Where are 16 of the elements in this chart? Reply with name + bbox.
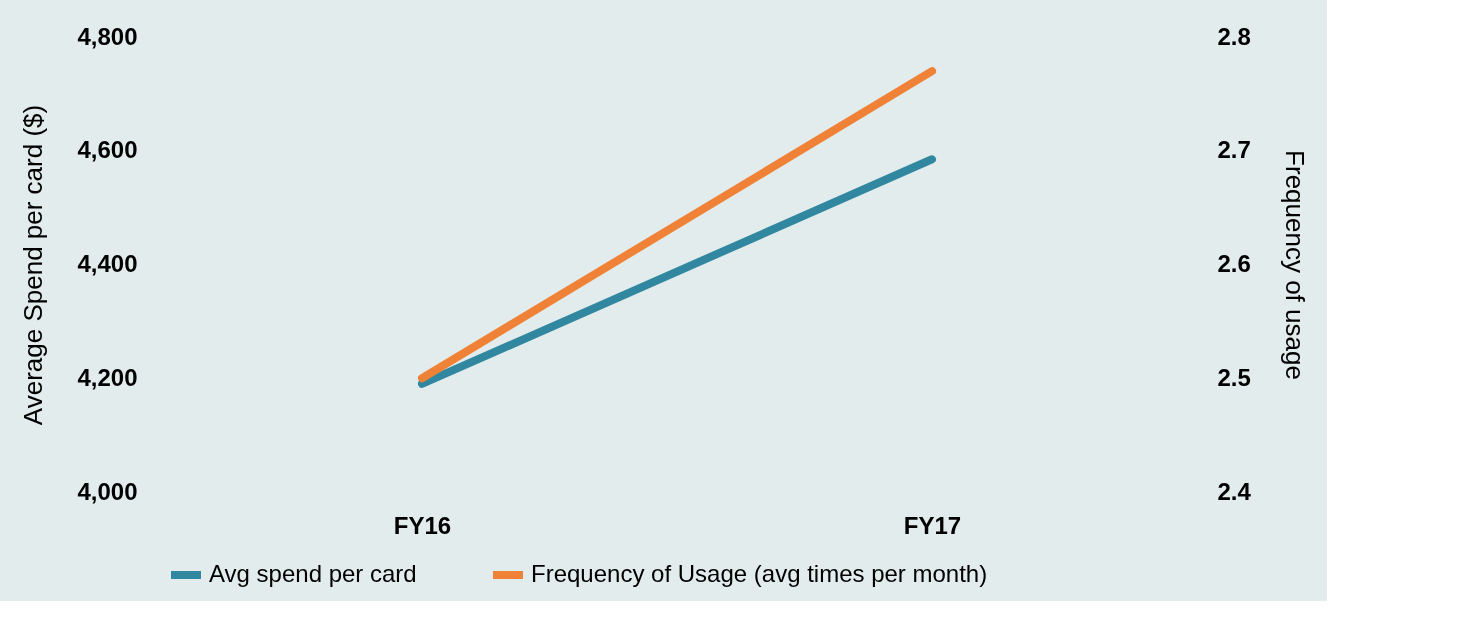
y-tick-label: 4,200 [77,363,138,391]
y2-tick-label: 2.6 [1217,250,1251,277]
y-tick-label: 4,600 [77,136,138,164]
y-axis-title: Average Spend per card ($) [18,104,49,426]
y-tick-label: 4,400 [77,250,138,277]
x-tick-label: FY17 [903,511,962,539]
y2-axis-title: Frequency of usage [1279,150,1310,380]
y2-tick-label: 2.4 [1217,477,1252,505]
legend-label: Avg spend per card [209,560,417,587]
x-tick-label: FY16 [393,511,452,539]
y2-tick-label: 2.8 [1217,22,1251,50]
y2-tick-label: 2.7 [1217,136,1251,164]
y-tick-label: 4,800 [77,22,138,50]
legend-label: Frequency of Usage (avg times per month) [531,560,988,587]
y2-tick-label: 2.5 [1217,363,1251,391]
y-tick-label: 4,000 [77,477,138,505]
